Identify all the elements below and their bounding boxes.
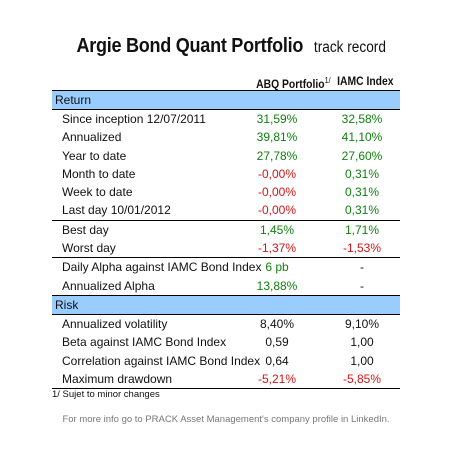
table-row: Last day 10/01/2012 -0,00% 0,31% xyxy=(52,201,400,219)
section-top-rule xyxy=(52,90,400,91)
footnote: 1/ Sujet to minor changes xyxy=(52,389,160,400)
table-row: Maximum drawdown -5,21% -5,85% xyxy=(52,370,400,388)
index-value: 0,31% xyxy=(344,166,380,181)
column-header-portfolio-label: ABQ Portfolio xyxy=(256,78,325,91)
row-label: Worst day xyxy=(62,241,116,256)
row-label: Best day xyxy=(62,222,109,237)
index-value: -1,53% xyxy=(342,241,382,256)
title-sub: track record xyxy=(313,39,387,56)
table-row: Annualized 39,81% 41,10% xyxy=(52,128,400,146)
portfolio-value: 0,64 xyxy=(265,353,289,368)
portfolio-value: 39,81% xyxy=(256,130,298,145)
row-label: Beta against IAMC Bond Index xyxy=(62,335,227,350)
index-value: - xyxy=(360,260,364,275)
section-header: Risk xyxy=(52,295,400,314)
table-row: Year to date 27,78% 27,60% xyxy=(52,147,400,165)
table-row: Week to date -0,00% 0,31% xyxy=(52,183,400,201)
column-header-index: IAMC Index xyxy=(337,76,394,88)
row-label: Correlation against IAMC Bond Index xyxy=(62,353,261,368)
group-separator xyxy=(52,257,400,259)
index-value: 1,00 xyxy=(350,353,374,368)
index-value: 1,00 xyxy=(350,335,374,350)
portfolio-value: 8,40% xyxy=(259,316,295,331)
portfolio-value: -0,00% xyxy=(257,203,297,218)
row-label: Week to date xyxy=(62,185,133,200)
table-row: Daily Alpha against IAMC Bond Index 6 pb - xyxy=(52,258,400,276)
index-value: 9,10% xyxy=(344,316,380,331)
section-bottom-rule xyxy=(52,109,400,110)
group-separator xyxy=(52,219,400,221)
performance-table: Return Since inception 12/07/2011 31,59% 32… xyxy=(52,90,400,390)
portfolio-value: -1,37% xyxy=(257,241,297,256)
table-row: Correlation against IAMC Bond Index 0,64 1… xyxy=(52,352,400,370)
row-label: Since inception 12/07/2011 xyxy=(62,112,206,126)
section-header: Return xyxy=(52,91,400,109)
index-value: 1,71% xyxy=(344,222,380,237)
table-row: Worst day -1,37% -1,53% xyxy=(52,239,400,257)
index-value: -5,85% xyxy=(342,371,382,386)
row-label: Daily Alpha against IAMC Bond Index xyxy=(62,260,262,275)
more-info-note: For more info go to PRACK Asset Manageme… xyxy=(62,414,390,425)
portfolio-value: -0,00% xyxy=(257,166,297,181)
table-row: Since inception 12/07/2011 31,59% 32,58% xyxy=(52,110,400,128)
table-row: Annualized Alpha 13,88% - xyxy=(52,277,400,295)
row-label: Year to date xyxy=(62,148,127,163)
portfolio-value: 31,59% xyxy=(256,112,298,126)
index-value: 32,58% xyxy=(341,112,383,126)
section-bottom-rule xyxy=(52,313,400,315)
row-label: Last day 10/01/2012 xyxy=(62,203,171,218)
table-row: Month to date -0,00% 0,31% xyxy=(52,165,400,183)
page-title: Argie Bond Quant Portfolio track record xyxy=(0,34,452,58)
index-value: - xyxy=(360,278,364,293)
row-label: Month to date xyxy=(62,166,136,181)
portfolio-value: 13,88% xyxy=(256,278,298,293)
portfolio-value: 27,78% xyxy=(256,148,298,163)
table-row: Best day 1,45% 1,71% xyxy=(52,221,400,239)
table-bottom-rule xyxy=(52,388,400,390)
portfolio-value: 0,59 xyxy=(265,335,289,350)
table-row: Beta against IAMC Bond Index 0,59 1,00 xyxy=(52,333,400,351)
column-header-portfolio: ABQ Portfolio1/ xyxy=(256,76,330,91)
index-value: 41,10% xyxy=(341,130,383,145)
portfolio-value: 6 pb xyxy=(265,260,289,275)
row-label: Annualized xyxy=(62,130,122,145)
section-top-rule xyxy=(52,294,400,296)
portfolio-value: -5,21% xyxy=(257,371,297,386)
portfolio-value: 1,45% xyxy=(259,222,295,237)
row-label: Annualized volatility xyxy=(62,316,168,331)
table-row: Annualized volatility 8,40% 9,10% xyxy=(52,315,400,333)
row-label: Annualized Alpha xyxy=(62,278,155,293)
row-label: Maximum drawdown xyxy=(62,371,173,386)
footnote-marker: 1/ xyxy=(324,76,331,85)
index-value: 0,31% xyxy=(344,185,380,200)
index-value: 0,31% xyxy=(344,203,380,218)
title-main: Argie Bond Quant Portfolio xyxy=(76,34,304,57)
portfolio-value: -0,00% xyxy=(257,185,297,200)
index-value: 27,60% xyxy=(341,148,383,163)
